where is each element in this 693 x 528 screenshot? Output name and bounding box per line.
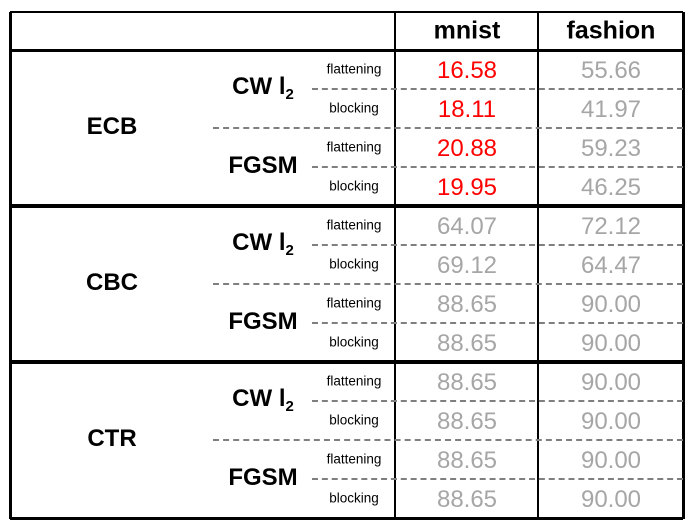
row-separator	[312, 244, 683, 246]
mode-label-cbc: CBC	[86, 269, 138, 296]
attack-label: CW l2	[232, 229, 294, 259]
attack-name: CW l	[232, 385, 286, 412]
cell-mnist: 88.65	[436, 368, 498, 396]
method-label-flattening: flattening	[326, 373, 382, 388]
table-right-border	[681, 12, 685, 519]
attack-label: CW l2	[232, 73, 294, 103]
row-separator	[312, 88, 683, 90]
cell-fashion: 90.00	[580, 290, 642, 318]
cell-fashion: 59.23	[580, 134, 642, 162]
cell-fashion: 90.00	[580, 368, 642, 396]
column-divider-fashion	[537, 12, 539, 518]
group-separator	[10, 204, 683, 208]
cell-fashion: 46.25	[580, 173, 642, 201]
mode-label-ecb: ECB	[86, 113, 138, 140]
attack-separator	[213, 127, 683, 129]
attack-subscript: 2	[285, 398, 294, 415]
attack-name: CW l	[232, 73, 286, 100]
attack-separator	[213, 439, 683, 441]
group-separator	[10, 360, 683, 364]
attack-separator	[213, 283, 683, 285]
column-divider-mnist	[394, 12, 396, 518]
method-label-blocking: blocking	[329, 490, 379, 505]
cell-mnist: 88.65	[436, 407, 498, 435]
method-label-blocking: blocking	[329, 334, 379, 349]
method-label-flattening: flattening	[326, 139, 382, 154]
cell-fashion: 90.00	[580, 446, 642, 474]
column-header-fashion: fashion	[566, 16, 656, 45]
cell-mnist: 18.11	[437, 95, 497, 123]
attack-label: FGSM	[228, 152, 297, 180]
cell-fashion: 90.00	[580, 407, 642, 435]
cell-fashion: 90.00	[580, 329, 642, 357]
method-label-flattening: flattening	[326, 61, 382, 76]
attack-label: CW l2	[232, 385, 294, 415]
row-separator	[312, 478, 683, 480]
column-header-mnist: mnist	[433, 16, 501, 45]
cell-mnist: 88.65	[436, 329, 498, 357]
cell-mnist: 19.95	[436, 173, 498, 201]
method-label-flattening: flattening	[326, 217, 382, 232]
table-bottom-border	[10, 516, 683, 520]
attack-subscript: 2	[285, 242, 294, 259]
method-label-flattening: flattening	[326, 451, 382, 466]
table-left-border	[8, 12, 12, 519]
cell-mnist: 69.12	[436, 251, 498, 279]
attack-subscript: 2	[285, 86, 294, 103]
attack-name: FGSM	[228, 308, 298, 335]
attack-label: FGSM	[228, 464, 297, 492]
header-bottom-border	[10, 48, 683, 52]
cell-mnist: 88.65	[436, 446, 498, 474]
cell-fashion: 55.66	[580, 56, 642, 84]
attack-name: FGSM	[228, 464, 298, 491]
cell-mnist: 16.58	[436, 56, 498, 84]
table-top-border	[10, 11, 683, 13]
method-label-blocking: blocking	[329, 178, 379, 193]
row-separator	[312, 400, 683, 402]
attack-name: CW l	[232, 229, 286, 256]
cell-mnist: 64.07	[436, 212, 498, 240]
cell-mnist: 20.88	[436, 134, 498, 162]
method-label-blocking: blocking	[329, 412, 379, 427]
cell-mnist: 88.65	[436, 485, 498, 513]
cell-fashion: 41.97	[580, 95, 642, 123]
row-separator	[312, 166, 683, 168]
method-label-blocking: blocking	[329, 256, 379, 271]
mode-label-ctr: CTR	[87, 425, 137, 452]
attack-label: FGSM	[228, 308, 297, 336]
method-label-flattening: flattening	[326, 295, 382, 310]
cell-fashion: 72.12	[580, 212, 642, 240]
method-label-blocking: blocking	[329, 100, 379, 115]
row-separator	[312, 322, 683, 324]
attack-name: FGSM	[228, 152, 298, 179]
cell-mnist: 88.65	[436, 290, 498, 318]
cell-fashion: 90.00	[580, 485, 642, 513]
cell-fashion: 64.47	[580, 251, 642, 279]
